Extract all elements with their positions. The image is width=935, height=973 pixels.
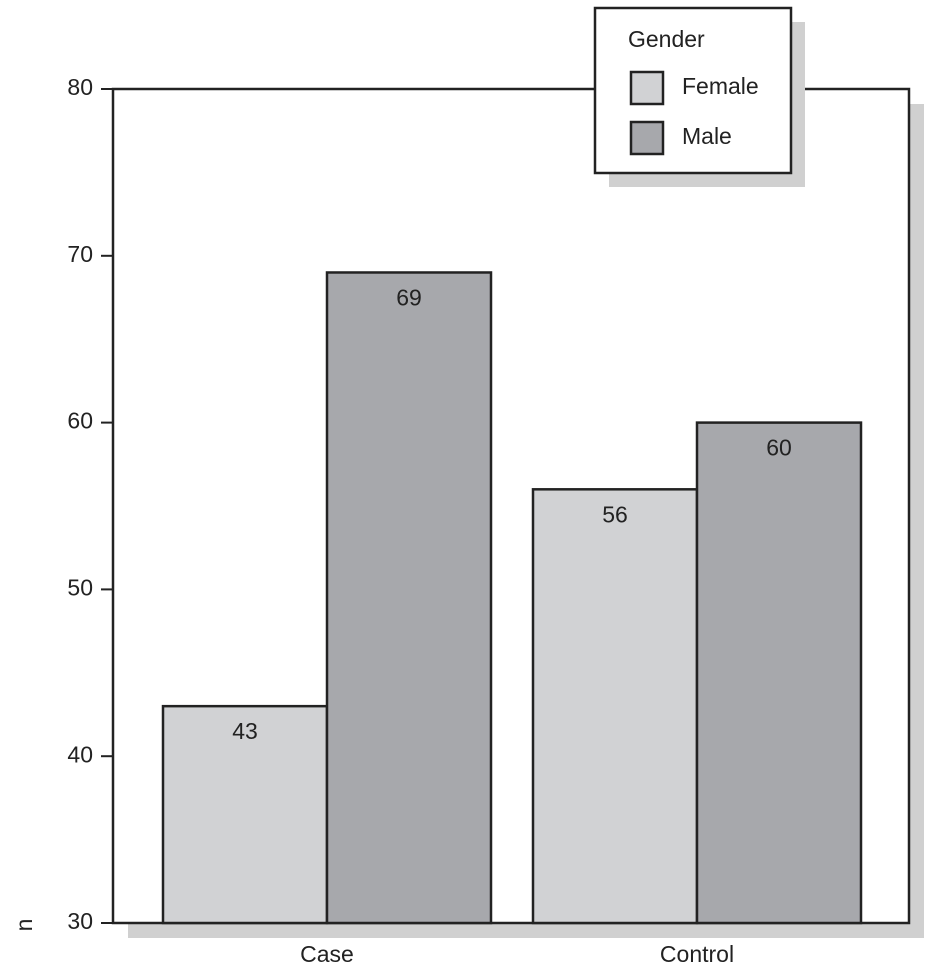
x-tick-label: Control xyxy=(660,941,734,967)
y-axis-label: n xyxy=(11,919,37,932)
bar xyxy=(695,421,863,925)
legend-label: Male xyxy=(682,123,732,149)
y-tick-label: 40 xyxy=(67,741,93,767)
bar xyxy=(325,271,493,925)
legend-swatch xyxy=(629,70,665,106)
bar xyxy=(161,704,329,925)
legend xyxy=(593,6,793,175)
value-label: 60 xyxy=(766,435,792,461)
y-tick-label: 50 xyxy=(67,574,93,600)
legend-label: Female xyxy=(682,73,759,99)
bar xyxy=(531,488,699,925)
legend-swatch xyxy=(629,120,665,156)
value-label: 43 xyxy=(232,718,258,744)
y-tick-label: 70 xyxy=(67,241,93,267)
value-label: 69 xyxy=(396,285,422,311)
y-tick-label: 30 xyxy=(67,908,93,934)
x-tick-label: Case xyxy=(300,941,354,967)
value-label: 56 xyxy=(602,501,628,527)
y-tick-label: 80 xyxy=(67,74,93,100)
y-tick-label: 60 xyxy=(67,408,93,434)
legend-title: Gender xyxy=(628,26,705,52)
